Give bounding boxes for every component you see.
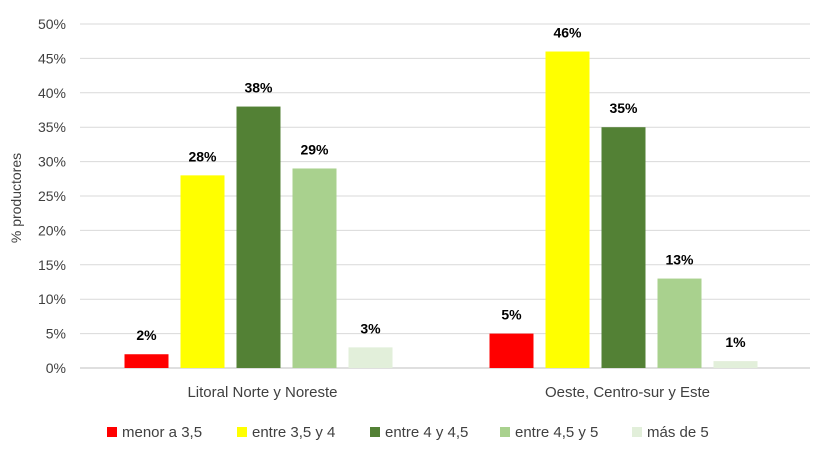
y-axis-title: % productores [8,153,24,243]
legend-swatch [237,427,247,437]
bar [713,361,758,368]
data-label: 2% [136,327,157,343]
legend-swatch [370,427,380,437]
legend-swatch [632,427,642,437]
data-label: 35% [609,100,638,116]
legend-label: más de 5 [647,424,709,441]
data-label: 46% [553,25,582,41]
legend-label: entre 4,5 y 5 [515,424,598,441]
y-tick-label: 50% [38,16,66,32]
legend-swatch [107,427,117,437]
bar [601,127,646,368]
bar [180,175,225,368]
legend-label: entre 3,5 y 4 [252,424,335,441]
category-labels: Litoral Norte y Noreste Oeste, Centro-sur… [187,384,710,401]
y-tick-label: 10% [38,291,66,307]
bar [489,333,534,368]
legend-label: entre 4 y 4,5 [385,424,468,441]
y-tick-label: 40% [38,85,66,101]
bar [545,51,590,369]
category-label: Oeste, Centro-sur y Este [545,384,710,401]
legend-swatch [500,427,510,437]
data-label: 1% [725,334,746,350]
y-tick-label: 35% [38,119,66,135]
data-label: 3% [360,320,381,336]
bars [124,51,758,369]
bar [348,347,393,368]
data-label: 28% [188,148,217,164]
data-label: 13% [665,252,694,268]
data-labels: 2% 28% 38% 29% 3% 5% 46% 35% 13% 1% [136,25,746,351]
bar [236,106,281,368]
y-tick-label: 30% [38,154,66,170]
bar [124,354,169,368]
y-tick-label: 25% [38,188,66,204]
legend: menor a 3,5 entre 3,5 y 4 entre 4 y 4,5 ent… [107,424,709,441]
y-tick-label: 15% [38,257,66,273]
bar [657,278,702,368]
y-tick-label: 0% [46,360,66,376]
y-tick-label: 45% [38,50,66,66]
y-tick-labels: 0% 5% 10% 15% 20% 25% 30% 35% 40% 45% 50% [38,16,66,376]
data-label: 38% [244,80,273,96]
y-tick-label: 20% [38,222,66,238]
legend-label: menor a 3,5 [122,424,202,441]
category-label: Litoral Norte y Noreste [187,384,337,401]
data-label: 29% [300,141,329,157]
bar [292,168,337,368]
y-tick-label: 5% [46,326,66,342]
data-label: 5% [501,307,522,323]
